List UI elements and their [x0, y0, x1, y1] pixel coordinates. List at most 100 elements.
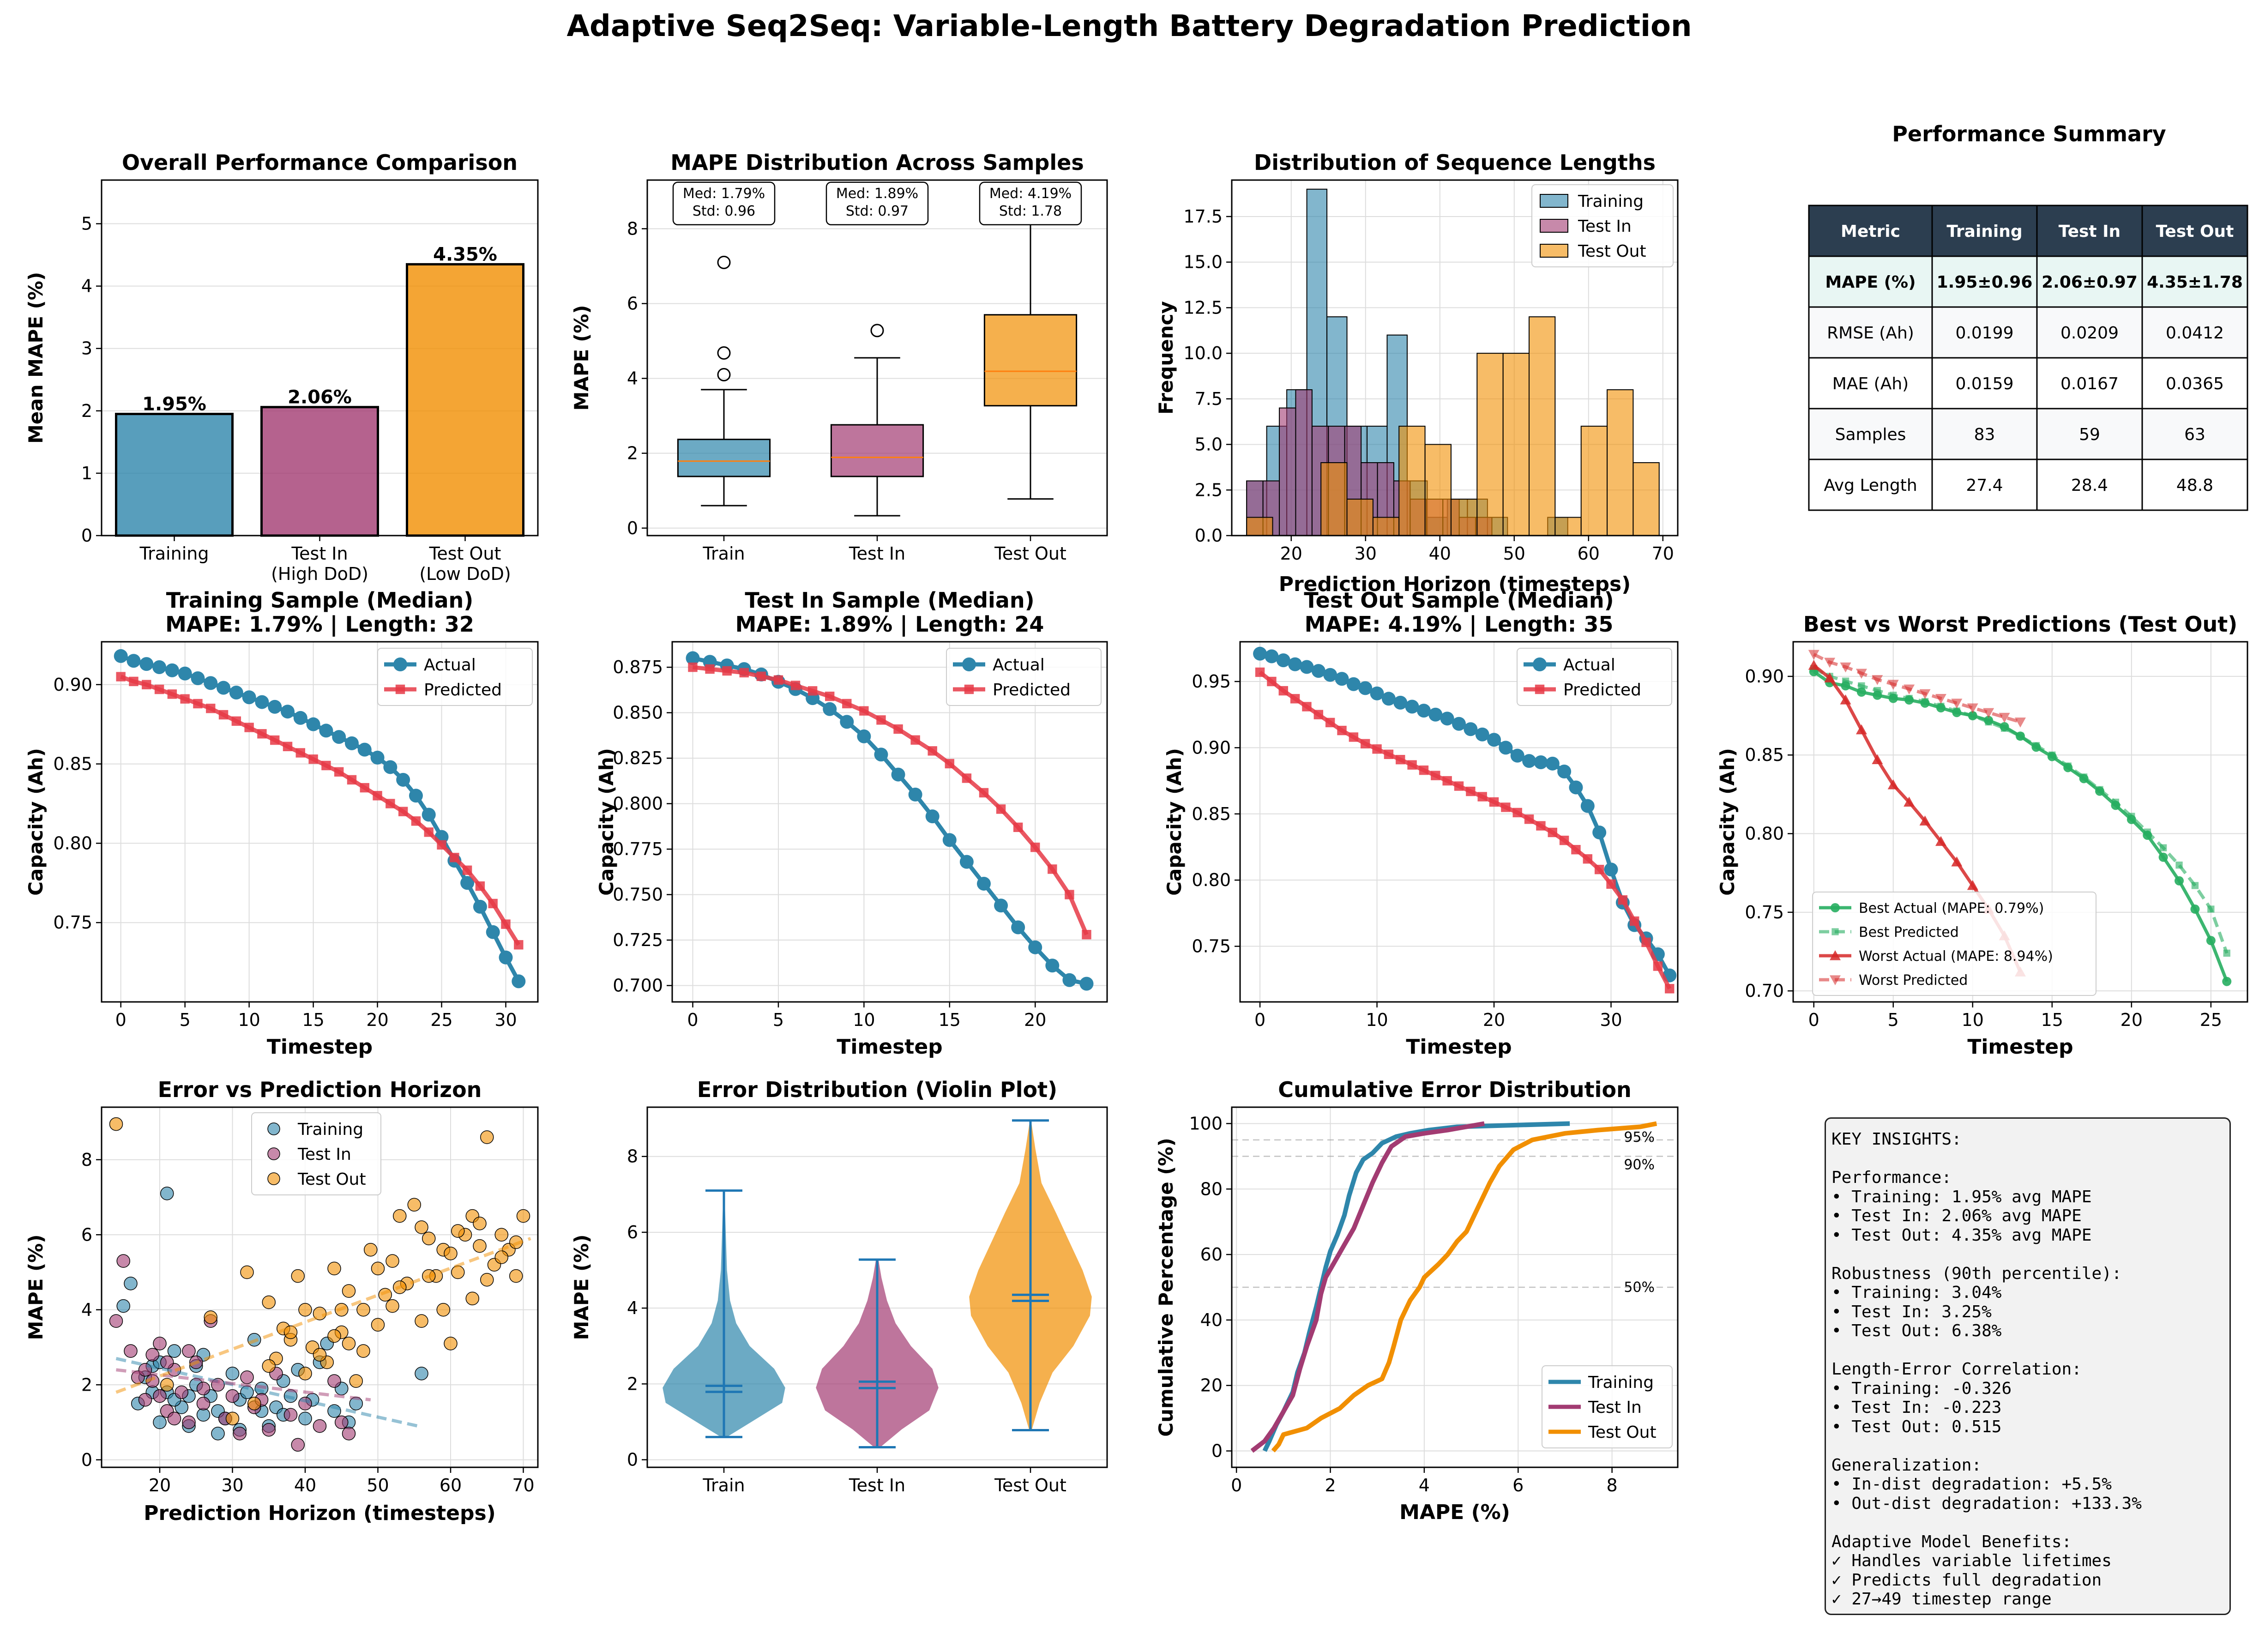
table-cell-text: 27.4	[1966, 476, 2003, 495]
scatter-point	[225, 1411, 240, 1426]
scatter-point	[516, 1209, 530, 1223]
data-point	[1606, 879, 1616, 889]
data-point	[370, 750, 385, 765]
table-cell	[2036, 408, 2143, 460]
data-point	[722, 666, 732, 676]
data-point	[501, 919, 511, 929]
data-point	[994, 898, 1008, 913]
y-tick-label: 0.85	[1192, 804, 1231, 824]
data-point	[1935, 836, 1946, 846]
histogram-bar	[1554, 517, 1582, 536]
scatter-point	[225, 1389, 240, 1403]
axes-frame	[646, 179, 1108, 537]
x-tick-label: 2	[1325, 1475, 1336, 1495]
data-point	[1028, 940, 1042, 954]
data-point	[945, 759, 955, 769]
scatter-point	[480, 1273, 494, 1287]
y-tick-label: 0.875	[613, 657, 663, 677]
data-point	[1548, 827, 1557, 838]
data-point	[756, 671, 766, 681]
scatter-point	[313, 1348, 327, 1362]
scatter-point	[473, 1217, 487, 1230]
scatter-point	[109, 1117, 123, 1131]
table-cell-text: 28.4	[2071, 476, 2108, 495]
data-point	[1253, 646, 1267, 661]
y-tick-label: 7.5	[1195, 389, 1223, 409]
data-point	[488, 898, 498, 909]
data-point	[127, 654, 141, 668]
data-point	[962, 657, 976, 671]
annotation-text: Std: 0.96	[693, 203, 755, 219]
data-point	[1407, 760, 1417, 770]
scatter-point	[335, 1415, 349, 1429]
data-point	[859, 706, 869, 716]
series-line	[1813, 667, 2229, 954]
histogram-bar	[1607, 389, 1634, 536]
table-cell	[1808, 408, 1933, 460]
data-point	[332, 730, 346, 744]
data-point	[1361, 739, 1370, 749]
y-axis-label: MAPE (%)	[24, 1235, 47, 1340]
data-point	[1346, 677, 1361, 691]
table-cell-text: 4.35±1.78	[2147, 273, 2243, 292]
y-axis-label: MAPE (%)	[570, 305, 593, 411]
data-point	[1048, 864, 1057, 874]
y-axis-label: MAPE (%)	[570, 1235, 593, 1340]
data-point	[242, 690, 256, 705]
chart-title: MAPE: 4.19% | Length: 35	[1305, 612, 1614, 637]
insight-line: Length-Error Correlation:	[1831, 1360, 2082, 1379]
data-point	[1904, 684, 1915, 695]
data-point	[1557, 765, 1572, 779]
data-point	[1311, 664, 1325, 678]
y-tick-label: 0.825	[613, 748, 663, 768]
scatter-point	[160, 1355, 174, 1369]
legend-label: Training	[1588, 1373, 1654, 1392]
data-point	[1935, 694, 1946, 704]
data-point	[178, 666, 192, 681]
x-tick-label: 0	[1231, 1475, 1242, 1495]
table-cell-text: 0.0167	[2060, 374, 2119, 393]
table-cell-text: 0.0159	[1956, 374, 2014, 393]
data-point	[959, 855, 974, 869]
table-cell-text: 48.8	[2176, 476, 2213, 495]
data-point	[825, 691, 835, 701]
y-tick-label: 80	[1200, 1179, 1223, 1199]
y-tick-label: 15.0	[1183, 252, 1223, 272]
data-point	[383, 760, 398, 774]
data-point	[293, 711, 307, 725]
insight-line: • Test Out: 0.515	[1831, 1417, 2002, 1436]
data-point	[962, 773, 972, 783]
x-axis-label: Timestep	[1967, 1035, 2073, 1059]
scatter-point	[509, 1269, 523, 1283]
data-point	[1831, 903, 1840, 912]
x-tick-label: 20	[1483, 1010, 1505, 1030]
data-point	[393, 657, 407, 671]
histogram-bar	[1450, 499, 1478, 536]
scatter-point	[349, 1374, 363, 1388]
data-point	[142, 680, 151, 689]
x-tick-label: 40	[294, 1475, 316, 1495]
data-point	[206, 704, 216, 713]
scatter-point	[153, 1415, 167, 1429]
data-point	[1858, 682, 1865, 690]
data-point	[893, 724, 903, 734]
table-cell-text: Metric	[1841, 222, 1900, 241]
data-point	[1873, 687, 1881, 694]
x-tick-label: 5	[773, 1010, 784, 1030]
scatter-point	[204, 1310, 217, 1324]
legend-label: Predicted	[424, 681, 502, 699]
data-point	[1536, 821, 1546, 831]
y-tick-label: 4	[627, 1298, 638, 1318]
histogram-bar	[1320, 462, 1348, 536]
data-point	[1489, 797, 1499, 807]
y-tick-label: 2	[81, 401, 92, 421]
x-tick-label: Train	[702, 1475, 745, 1495]
insight-line: • In-dist degradation: +5.5%	[1831, 1475, 2112, 1494]
violin-panel: 0 2 4 6 8 Train Test In Test Out Error Distribut…	[570, 1077, 1108, 1495]
scatter-point	[160, 1378, 174, 1392]
x-tick-label: 20	[2120, 1010, 2143, 1030]
scatter-point	[167, 1411, 181, 1426]
chart-title: Best vs Worst Predictions (Test Out)	[1803, 612, 2238, 637]
table-cell-text: Test In	[2059, 222, 2120, 241]
table-cell-text: Test Out	[2156, 222, 2234, 241]
